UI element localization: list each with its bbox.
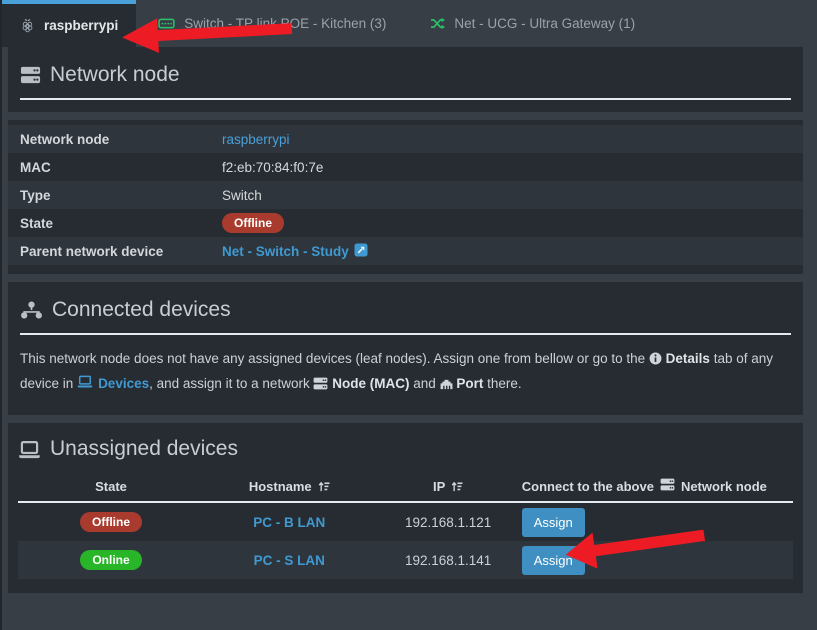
header-label: IP (432, 478, 446, 494)
unassigned-devices-table: State Hostname IP Connect to the above N… (18, 471, 793, 579)
ethernet-port-icon (440, 374, 453, 397)
mac-value: f2:eb:70:84:f0:7e (222, 159, 324, 175)
status-badge-offline: Offline (80, 512, 142, 532)
tab-label: Switch - TP link POE - Kitchen (3) (184, 16, 387, 31)
divider (20, 98, 791, 100)
type-value: Switch (222, 187, 262, 203)
header-label: State (95, 478, 127, 494)
detail-row-state: State Offline (8, 209, 803, 237)
connected-devices-section: Connected devices This network node does… (8, 282, 803, 415)
detail-row-network-node: Network node raspberrypi (8, 125, 803, 153)
tab-bar: raspberrypi Switch - TP link POE - Kitch… (2, 0, 817, 47)
tab-label: raspberrypi (44, 18, 119, 33)
parent-device-label: Net - Switch - Study (222, 243, 349, 259)
info-circle-icon (649, 349, 662, 372)
state-cell: Offline (18, 512, 204, 532)
action-cell: Assign (521, 507, 793, 537)
table-row: Offline PC - B LAN 192.168.1.121 Assign (18, 503, 793, 541)
tab-raspberrypi[interactable]: raspberrypi (2, 0, 137, 47)
column-header-hostname[interactable]: Hostname (204, 479, 375, 494)
header-label: Connect to the above (521, 478, 654, 494)
shuffle-icon (430, 17, 446, 30)
unassigned-devices-section: Unassigned devices State Hostname IP Con… (8, 423, 803, 593)
detail-label: Parent network device (20, 243, 164, 259)
header-label: Network node (680, 478, 767, 494)
detail-label: Network node (20, 131, 110, 147)
detail-label: Type (20, 187, 51, 203)
table-row: Online PC - S LAN 192.168.1.141 Assign (18, 541, 793, 579)
hostname-cell: PC - S LAN (204, 553, 375, 568)
help-text: This network node does not have any assi… (20, 351, 646, 366)
column-header-state: State (18, 479, 204, 494)
network-node-details: Network node raspberrypi MAC f2:eb:70:84… (8, 120, 803, 274)
state-cell: Online (18, 550, 204, 570)
section-title: Unassigned devices (50, 437, 238, 460)
help-text: and (413, 376, 436, 391)
network-node-section: Network node (8, 47, 803, 112)
table-header-row: State Hostname IP Connect to the above N… (18, 471, 793, 503)
server-icon (660, 478, 675, 494)
ip-cell: 192.168.1.121 (404, 514, 492, 530)
assign-help-text: This network node does not have any assi… (20, 347, 791, 397)
hostname-cell: PC - B LAN (204, 515, 375, 530)
column-header-connect: Connect to the above Network node (522, 478, 793, 494)
switch-icon (158, 17, 175, 30)
laptop-icon (77, 372, 93, 395)
port-label: Port (456, 376, 484, 391)
ip-cell: 192.168.1.141 (404, 552, 492, 568)
raspberry-pi-icon (20, 18, 35, 33)
tab-net-ucg-gateway[interactable]: Net - UCG - Ultra Gateway (1) (408, 0, 657, 47)
detail-label: MAC (20, 159, 51, 175)
details-tab-label: Details (665, 351, 710, 366)
detail-label: State (20, 215, 54, 231)
devices-link[interactable]: Devices (77, 372, 149, 395)
laptop-icon (18, 440, 41, 459)
assign-button[interactable]: Assign (521, 545, 585, 575)
network-node-heading: Network node (20, 63, 791, 87)
hostname-link[interactable]: PC - S LAN (253, 552, 325, 568)
help-text: there. (487, 376, 522, 391)
detail-row-type: Type Switch (8, 181, 803, 209)
status-badge-online: Online (80, 550, 142, 570)
header-label: Hostname (248, 478, 312, 494)
devices-link-label: Devices (98, 376, 150, 391)
help-text: , and assign it to a network (149, 376, 310, 391)
server-icon (20, 66, 41, 84)
assign-button[interactable]: Assign (521, 507, 585, 537)
hostname-link[interactable]: PC - B LAN (253, 514, 326, 530)
parent-device-link[interactable]: Net - Switch - Study (222, 243, 368, 260)
detail-row-parent: Parent network device Net - Switch - Stu… (8, 237, 803, 265)
tab-label: Net - UCG - Ultra Gateway (1) (454, 16, 636, 31)
section-title: Network node (50, 63, 180, 86)
network-node-link[interactable]: raspberrypi (222, 131, 290, 147)
status-badge-offline: Offline (222, 213, 284, 233)
sitemap-icon (20, 301, 43, 319)
column-header-ip[interactable]: IP (375, 479, 522, 494)
section-title: Connected devices (52, 298, 231, 321)
sort-icon[interactable] (318, 481, 330, 492)
tab-switch-tplink-kitchen[interactable]: Switch - TP link POE - Kitchen (3) (136, 0, 408, 47)
divider (20, 333, 791, 335)
action-cell: Assign (521, 545, 793, 575)
unassigned-devices-heading: Unassigned devices (18, 437, 793, 461)
node-mac-label: Node (MAC) (332, 376, 410, 391)
sort-icon[interactable] (451, 481, 463, 492)
detail-row-mac: MAC f2:eb:70:84:f0:7e (8, 153, 803, 181)
server-icon (313, 374, 328, 397)
external-link-icon (354, 243, 368, 260)
connected-devices-heading: Connected devices (20, 298, 791, 322)
help-text: tab of any device in (20, 351, 773, 391)
